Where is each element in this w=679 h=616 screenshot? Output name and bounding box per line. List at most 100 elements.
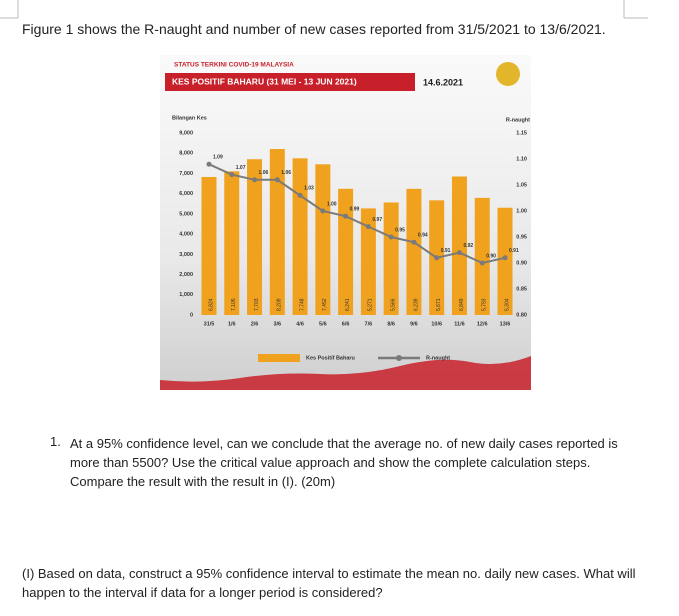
question-text: At a 95% confidence level, can we conclu… [70,436,618,489]
bar-value-label: 5,566 [390,298,396,311]
line-point [343,213,349,219]
bar-value-label: 6,849 [459,298,465,311]
bar [315,164,331,315]
part-text: (I) Based on data, construct a 95% confi… [22,566,636,600]
line-value-label: 1.06 [281,170,291,176]
y2-tick-label: 0.95 [516,234,527,240]
line-point [365,224,371,230]
chart-title: KES POSITIF BAHARU (31 MEI - 13 JUN 2021… [172,76,357,86]
x-tick-label: 6/6 [342,321,350,327]
bar-value-label: 7,452 [322,298,328,311]
line-value-label: 1.06 [259,170,269,176]
source-title: STATUS TERKINI COVID-19 MALAYSIA [174,62,294,69]
emblem [496,62,520,86]
bar-value-label: 8,209 [277,298,283,311]
y2-tick-label: 1.00 [516,208,527,214]
line-value-label: 0.91 [509,248,519,254]
line-point [411,239,417,245]
y2-tick-label: 1.15 [516,130,527,136]
bar-value-label: 5,793 [482,298,488,311]
bar [406,188,422,315]
intro: Figure 1 shows the R-naught and number o… [22,21,606,37]
y-tick-label: 0 [190,312,193,318]
legend-swatch [258,354,300,362]
y2-tick-label: 0.90 [516,260,527,266]
legend-label: R-naught [426,355,450,361]
bar [383,202,399,315]
bar [224,171,240,315]
x-tick-label: 7/6 [365,321,373,327]
line-point [320,208,326,214]
line-value-label: 1.09 [213,155,223,161]
bar-value-label: 6,239 [413,298,419,311]
x-tick-label: 11/6 [454,321,464,327]
chart-date: 14.6.2021 [423,77,463,87]
y-tick-label: 8,000 [179,151,193,157]
bar [247,159,263,315]
y2-tick-label: 1.05 [516,182,527,188]
bar-value-label: 7,703 [254,298,260,311]
bar-value-label: 7,105 [231,298,237,311]
x-tick-label: 3/6 [273,321,281,327]
line-point [252,177,258,183]
line-value-label: 0.97 [372,217,382,223]
x-tick-label: 1/6 [228,321,236,327]
line-value-label: 0.92 [463,243,473,249]
question-number: 1. [50,434,61,449]
bar [269,148,285,315]
bar-value-label: 7,748 [299,298,305,311]
x-tick-label: 4/6 [296,321,304,327]
title-bar [165,73,415,91]
line-value-label: 1.03 [304,186,314,192]
bar [451,176,467,315]
bar-value-label: 5,271 [368,298,374,311]
line-point [479,260,485,266]
x-tick-label: 12/6 [477,321,488,327]
line-value-label: 1.07 [236,165,246,171]
x-tick-label: 10/6 [431,321,442,327]
line-value-label: 0.91 [441,248,451,254]
y-tick-label: 2,000 [179,272,193,278]
line-point [206,161,212,167]
y2-tick-label: 0.85 [516,286,527,292]
line-point [274,177,280,183]
bar [338,188,354,315]
bar-value-label: 6,824 [208,298,214,311]
line-value-label: 0.94 [418,233,428,239]
x-tick-label: 2/6 [251,321,259,327]
bar-value-label: 5,304 [504,298,510,311]
line [208,163,506,265]
legend-label: Kes Positif Baharu [306,355,355,361]
x-tick-label: 31/5 [204,321,215,327]
line-point [229,172,235,178]
y2-axis-label: R-naught [506,117,530,123]
y-tick-label: 4,000 [179,232,193,238]
decoration [160,356,531,390]
y-tick-label: 5,000 [179,211,193,217]
line-point [456,250,462,256]
bar [474,197,490,315]
line-value-label: 0.99 [350,207,360,213]
line-value-label: 0.95 [395,227,405,233]
bar-value-label: 6,241 [345,298,351,311]
y-tick-label: 9,000 [179,130,193,136]
x-tick-label: 9/6 [410,321,418,327]
bar [497,207,513,315]
y-tick-label: 7,000 [179,171,193,177]
y2-tick-label: 1.10 [516,156,527,162]
line-point [388,234,394,240]
y-axis-label: Bilangan Kes [172,115,207,121]
line-point [502,255,508,261]
line-value-label: 1.00 [327,201,337,207]
y-tick-label: 6,000 [179,191,193,197]
line-point [297,192,303,198]
bar [201,177,217,315]
bar-value-label: 5,671 [436,298,442,311]
x-tick-label: 13/6 [500,321,511,327]
y2-tick-label: 0.80 [516,312,527,318]
bar [360,208,376,315]
x-tick-label: 5/6 [319,321,327,327]
y-tick-label: 3,000 [179,252,193,258]
bar [292,158,308,315]
